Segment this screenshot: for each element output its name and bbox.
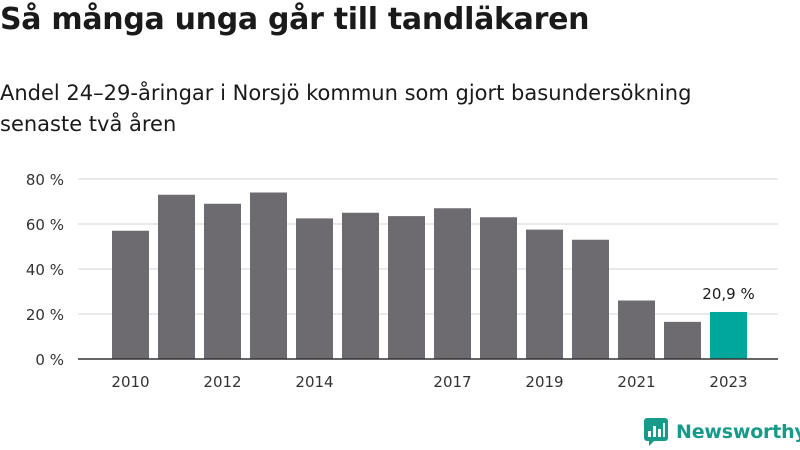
x-tick-label: 2010	[111, 373, 149, 391]
newsworthy-logo: Newsworthy	[644, 418, 800, 446]
y-tick-label: 60 %	[26, 216, 64, 234]
y-tick-label: 40 %	[26, 261, 64, 279]
y-tick-label: 20 %	[26, 306, 64, 324]
chart-subtitle: Andel 24–29-åringar i Norsjö kommun som …	[0, 81, 692, 136]
bar-2013	[250, 192, 287, 359]
bar-2016	[388, 216, 425, 359]
bar-2010	[112, 230, 149, 359]
y-tick-label: 0 %	[35, 351, 64, 369]
bar-2017	[434, 208, 471, 359]
bar-2014	[296, 218, 333, 359]
newsworthy-icon	[644, 418, 668, 446]
bar-2020	[572, 239, 609, 359]
brand-name: Newsworthy	[676, 421, 800, 443]
bar-2011	[158, 194, 195, 359]
bar-chart: 0 % 20 % 40 % 60 % 80 % 2010 2012 2014 2017 2019 2…	[26, 171, 778, 391]
y-tick-label: 80 %	[26, 171, 64, 189]
bar-2015	[342, 212, 379, 359]
x-tick-label: 2014	[295, 373, 333, 391]
x-tick-label: 2021	[617, 373, 655, 391]
x-tick-label: 2023	[709, 373, 747, 391]
bar-2021	[618, 300, 655, 359]
bar-2022	[664, 321, 701, 359]
bar-2019	[526, 229, 563, 359]
bar-2012	[204, 203, 241, 359]
x-tick-label: 2019	[525, 373, 563, 391]
bar-2018	[480, 217, 517, 359]
x-tick-label: 2012	[203, 373, 241, 391]
x-tick-label: 2017	[433, 373, 471, 391]
data-label: 20,9 %	[702, 285, 754, 303]
chart-title: Så många unga går till tandläkaren	[0, 2, 590, 37]
bar-2023	[710, 311, 747, 359]
